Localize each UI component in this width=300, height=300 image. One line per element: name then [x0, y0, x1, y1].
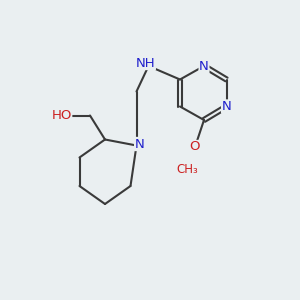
- Text: N: N: [135, 137, 144, 151]
- Text: HO: HO: [51, 109, 72, 122]
- Text: N: N: [222, 100, 231, 113]
- Text: O: O: [190, 140, 200, 154]
- Text: CH₃: CH₃: [177, 163, 198, 176]
- Text: NH: NH: [136, 56, 155, 70]
- Text: N: N: [199, 59, 209, 73]
